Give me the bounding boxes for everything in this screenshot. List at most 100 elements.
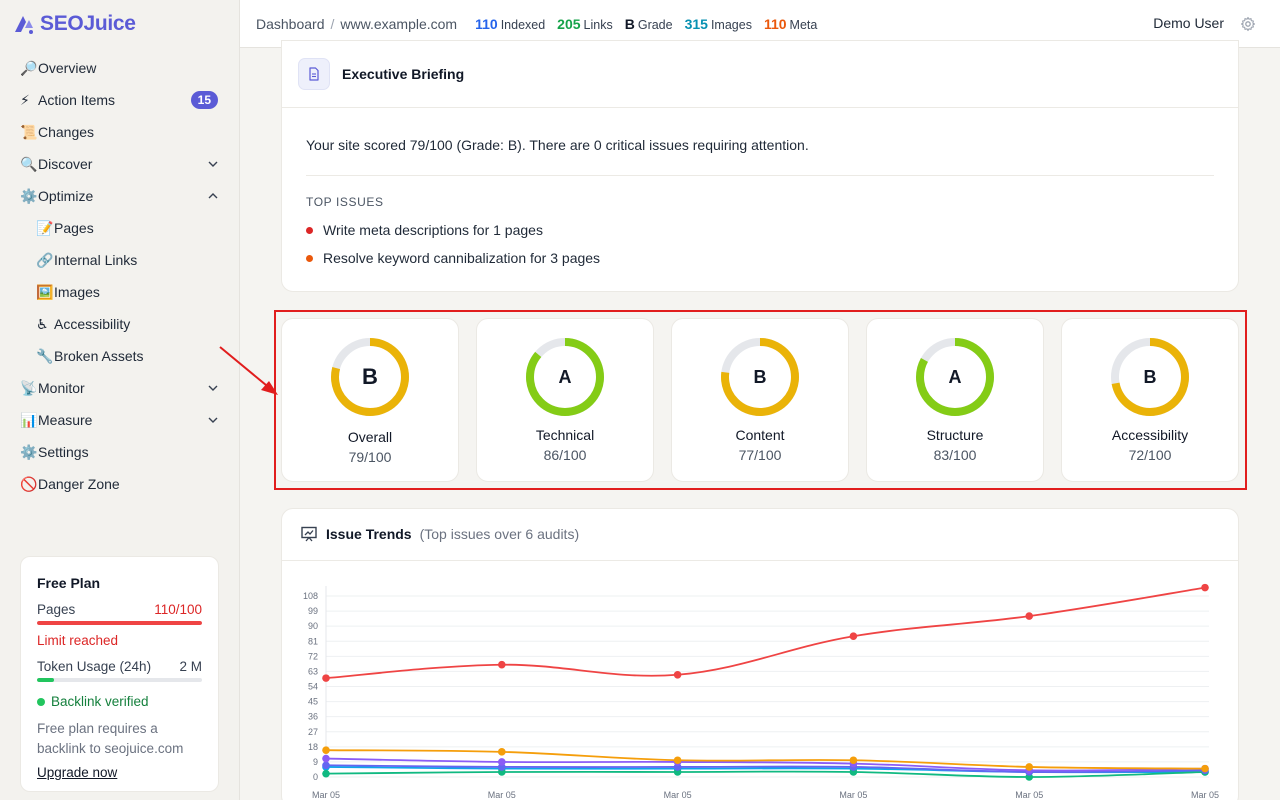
sidebar-item-pages[interactable]: 📝 Pages bbox=[0, 212, 240, 244]
sidebar-item-label: Measure bbox=[38, 412, 93, 428]
images-icon: 🖼️ bbox=[36, 283, 54, 300]
y-tick-label: 27 bbox=[308, 727, 318, 737]
token-progress-bar bbox=[37, 678, 202, 682]
score-value: 77/100 bbox=[738, 447, 782, 463]
site-stats: 110 Indexed 205 Links B Grade 315 Images 110 Meta bbox=[475, 16, 817, 32]
y-tick-label: 9 bbox=[313, 757, 318, 767]
sidebar-item-label: Optimize bbox=[38, 188, 94, 204]
overview-icon: 🔎 bbox=[20, 59, 38, 76]
data-point[interactable] bbox=[1201, 764, 1209, 773]
sidebar-item-monitor[interactable]: 📡 Monitor bbox=[0, 372, 240, 404]
sidebar-item-internal-links[interactable]: 🔗 Internal Links bbox=[0, 244, 240, 276]
data-point[interactable] bbox=[498, 748, 506, 756]
stat-label: Grade bbox=[637, 17, 673, 32]
score-ring-progress bbox=[721, 338, 799, 416]
series-line-2 bbox=[325, 757, 1206, 772]
data-point[interactable] bbox=[322, 674, 330, 682]
danger-zone-icon: 🚫 bbox=[20, 475, 38, 492]
sidebar-item-action-items[interactable]: ⚡ Action Items 15 bbox=[0, 84, 240, 116]
sidebar-item-label: Pages bbox=[54, 220, 94, 236]
internal-links-icon: 🔗 bbox=[36, 251, 54, 268]
score-name: Technical bbox=[535, 427, 595, 443]
score-card-overall[interactable]: B Overall 79/100 bbox=[281, 318, 459, 482]
gear-icon[interactable] bbox=[1240, 16, 1256, 32]
y-tick-label: 63 bbox=[308, 666, 318, 676]
data-point[interactable] bbox=[673, 756, 682, 765]
data-point[interactable] bbox=[673, 670, 682, 679]
sidebar-item-images[interactable]: 🖼️ Images bbox=[0, 276, 240, 308]
user-menu[interactable]: Demo User bbox=[1153, 15, 1224, 31]
y-tick-label: 0 bbox=[313, 772, 318, 782]
breadcrumb-site[interactable]: www.example.com bbox=[340, 15, 458, 32]
pages-progress-bar bbox=[37, 621, 202, 625]
data-point[interactable] bbox=[322, 746, 330, 754]
stat-label: Indexed bbox=[500, 17, 546, 32]
data-point[interactable] bbox=[322, 754, 330, 763]
score-card-content[interactable]: B Content 77/100 bbox=[671, 318, 849, 482]
score-grade: B bbox=[753, 366, 767, 387]
app-logo[interactable]: SEOJuice bbox=[12, 10, 136, 38]
data-point[interactable] bbox=[1201, 583, 1209, 592]
y-tick-label: 18 bbox=[308, 742, 318, 752]
sidebar-item-changes[interactable]: 📜 Changes bbox=[0, 116, 240, 148]
data-point[interactable] bbox=[1025, 763, 1033, 771]
top-issues-heading: TOP ISSUES bbox=[306, 195, 384, 209]
score-grade: A bbox=[558, 366, 572, 387]
sidebar-item-overview[interactable]: 🔎 Overview bbox=[0, 52, 240, 84]
issue-item: Resolve keyword cannibalization for 3 pa… bbox=[306, 250, 600, 266]
data-point[interactable] bbox=[322, 769, 330, 778]
chevron-down-icon[interactable] bbox=[208, 383, 218, 393]
score-ring-progress bbox=[331, 338, 409, 416]
plan-note: Free plan requires a backlink to seojuic… bbox=[37, 721, 184, 756]
issue-item: Write meta descriptions for 1 pages bbox=[306, 222, 543, 238]
chevron-down-icon[interactable] bbox=[208, 415, 218, 425]
stat-indexed: 110 Indexed bbox=[475, 16, 545, 32]
stat-value: 315 bbox=[684, 15, 708, 32]
y-tick-label: 72 bbox=[308, 651, 318, 661]
data-point[interactable] bbox=[498, 660, 506, 669]
stat-label: Links bbox=[583, 17, 613, 32]
sidebar-item-accessibility[interactable]: ♿ Accessibility bbox=[0, 308, 240, 340]
chevron-up-icon[interactable] bbox=[208, 191, 218, 201]
data-point[interactable] bbox=[849, 632, 858, 641]
score-card-structure[interactable]: A Structure 83/100 bbox=[866, 318, 1044, 482]
chevron-down-icon[interactable] bbox=[208, 159, 218, 169]
sidebar-item-label: Action Items bbox=[38, 92, 116, 108]
score-ring-progress bbox=[916, 338, 994, 416]
score-grade: B bbox=[1143, 366, 1157, 387]
status-dot-icon bbox=[37, 697, 45, 706]
sidebar-item-settings[interactable]: ⚙️ Settings bbox=[0, 436, 240, 468]
data-point[interactable] bbox=[322, 761, 330, 770]
data-point[interactable] bbox=[849, 756, 858, 765]
document-icon bbox=[298, 58, 330, 90]
score-name: Accessibility bbox=[1111, 427, 1189, 443]
token-usage-value: 2 M bbox=[179, 659, 202, 674]
upgrade-link[interactable]: Upgrade now bbox=[37, 765, 118, 780]
score-value: 86/100 bbox=[543, 447, 587, 463]
briefing-header: Executive Briefing bbox=[282, 41, 1238, 108]
x-tick-label: Mar 05 bbox=[839, 790, 867, 800]
trends-subtitle: (Top issues over 6 audits) bbox=[419, 526, 580, 542]
issue-trends-card: Issue Trends (Top issues over 6 audits) … bbox=[281, 508, 1239, 800]
briefing-title: Executive Briefing bbox=[342, 66, 465, 82]
sidebar-item-label: Discover bbox=[38, 156, 93, 172]
sidebar-item-measure[interactable]: 📊 Measure bbox=[0, 404, 240, 436]
score-card-accessibility[interactable]: B Accessibility 72/100 bbox=[1061, 318, 1239, 482]
sidebar-item-optimize[interactable]: ⚙️ Optimize bbox=[0, 180, 240, 212]
sidebar-item-discover[interactable]: 🔍 Discover bbox=[0, 148, 240, 180]
y-tick-label: 36 bbox=[308, 712, 318, 722]
score-ring: B bbox=[1108, 335, 1192, 419]
plan-token-row: Token Usage (24h) 2 M bbox=[37, 659, 202, 674]
settings-icon: ⚙️ bbox=[20, 443, 38, 460]
plan-title: Free Plan bbox=[37, 575, 101, 591]
app-name: SEOJuice bbox=[40, 12, 136, 35]
sidebar-item-label: Danger Zone bbox=[38, 476, 120, 492]
breadcrumb-dashboard[interactable]: Dashboard bbox=[256, 15, 325, 32]
score-card-technical[interactable]: A Technical 86/100 bbox=[476, 318, 654, 482]
sidebar-item-danger-zone[interactable]: 🚫 Danger Zone bbox=[0, 468, 240, 500]
breadcrumb-separator: / bbox=[330, 15, 335, 32]
limit-reached-text: Limit reached bbox=[37, 633, 119, 648]
data-point[interactable] bbox=[498, 758, 506, 766]
data-point[interactable] bbox=[1025, 612, 1033, 620]
sidebar-item-broken-assets[interactable]: 🔧 Broken Assets bbox=[0, 340, 240, 372]
